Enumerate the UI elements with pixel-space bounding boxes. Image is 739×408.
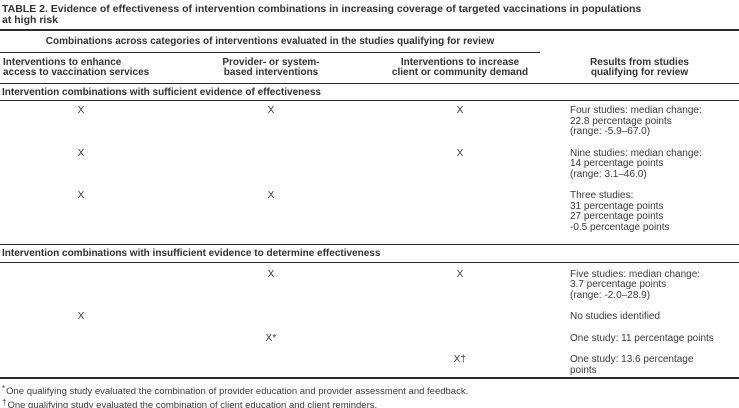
column-header-access: Interventions to enhance access to vaccin…	[3, 56, 150, 78]
results-cell: Three studies: 31 percentage points 27 per…	[570, 190, 670, 233]
footnote: †One qualifying study evaluated the comb…	[0, 398, 739, 408]
mark-client: X†	[453, 354, 467, 365]
table-row: X X Nine studies: median change: 14 perce…	[0, 147, 739, 181]
mark-client: X	[456, 105, 464, 116]
results-cell: Nine studies: median change: 14 percentag…	[570, 147, 702, 180]
table-row: X† One study: 13.6 percentage points	[0, 354, 739, 376]
mark-client	[380, 312, 540, 323]
table-row: X No studies identified	[0, 311, 739, 323]
mark-access: X	[77, 190, 85, 201]
table-title: TABLE 2. Evidence of effectiveness of in…	[0, 0, 739, 31]
mark-access	[0, 355, 162, 376]
footnote-marker: *	[2, 384, 6, 393]
mark-provider: X	[267, 105, 275, 116]
table-row: X X Three studies: 31 percentage points 27…	[0, 190, 739, 233]
footnote-marker: †	[2, 397, 7, 407]
mark-client	[380, 191, 540, 233]
mark-access: X	[77, 147, 85, 159]
results-cell: Five studies: median change: 3.7 percenta…	[570, 268, 701, 301]
mark-provider	[162, 149, 380, 181]
mark-provider	[162, 355, 380, 376]
results-cell: One study: 11 percentage points	[570, 332, 714, 344]
section-header-sufficient: Intervention combinations with sufficien…	[0, 84, 739, 101]
table-row: X X X Four studies: median change: 22.8 p…	[0, 105, 739, 138]
spanner-heading: Combinations across categories of interv…	[0, 36, 540, 53]
mark-access	[0, 334, 162, 345]
column-header-row: Interventions to enhance access to vaccin…	[0, 53, 739, 84]
mark-client: X	[456, 147, 464, 159]
table-row: X X Five studies: median change: 3.7 perc…	[0, 268, 739, 302]
mark-access	[0, 270, 162, 302]
mark-provider: X*	[265, 332, 277, 344]
mark-access: X	[77, 311, 85, 322]
footnote-text: One qualifying study evaluated the combi…	[6, 386, 469, 397]
mark-client: X	[456, 268, 464, 280]
table-row: X* One study: 11 percentage points	[0, 332, 739, 345]
mark-provider: X	[267, 268, 275, 280]
column-header-results: Results from studies qualifying for revie…	[590, 56, 689, 78]
column-header-provider: Provider- or system-based interventions	[222, 56, 320, 78]
spanner-row: Combinations across categories of interv…	[0, 31, 739, 53]
section-rows-insufficient: X X Five studies: median change: 3.7 perc…	[0, 263, 739, 378]
column-header-client: Interventions to increase client or commu…	[391, 56, 529, 78]
footnote-text: One qualifying study evaluated the combi…	[7, 399, 378, 408]
section-header-insufficient: Intervention combinations with insuffici…	[0, 244, 739, 263]
mark-access: X	[77, 105, 85, 116]
footnote: *One qualifying study evaluated the comb…	[0, 384, 739, 398]
mark-provider	[162, 312, 380, 323]
mark-provider: X	[267, 190, 275, 201]
footnotes: *One qualifying study evaluated the comb…	[0, 379, 739, 408]
results-cell: Four studies: median change: 22.8 percent…	[570, 105, 702, 137]
bottom-rule	[0, 377, 739, 379]
section-rows-sufficient: X X X Four studies: median change: 22.8 p…	[0, 101, 739, 244]
mark-client	[380, 334, 540, 345]
results-cell: One study: 13.6 percentage points	[570, 354, 694, 376]
results-cell: No studies identified	[570, 311, 661, 322]
